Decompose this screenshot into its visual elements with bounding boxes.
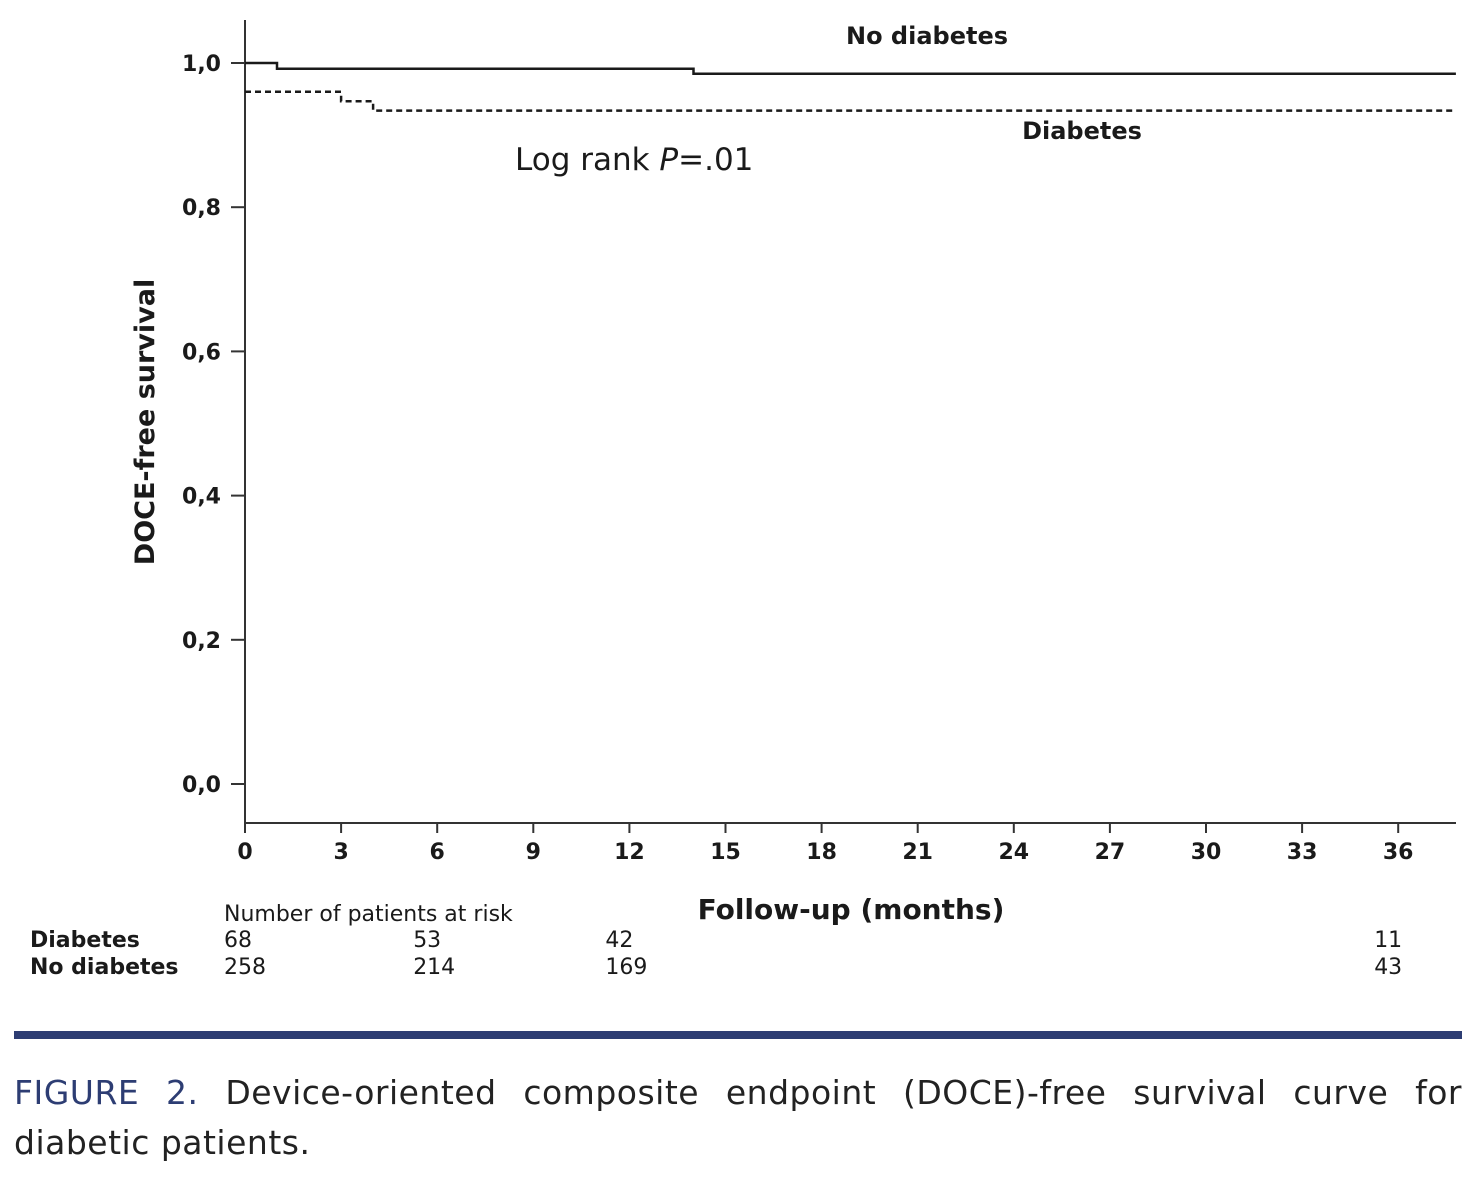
x-tick-label: 0 (237, 840, 252, 865)
chart-series (245, 61, 1456, 112)
series-line-diabetes (245, 90, 1456, 112)
y-tick-label: 0,8 (182, 196, 221, 221)
p-symbol: P (659, 142, 678, 178)
x-tick-label: 33 (1287, 840, 1318, 865)
y-tick-label: 0,2 (182, 629, 221, 654)
risk-cell: 68 (224, 928, 252, 953)
risk-cell: 42 (605, 928, 634, 953)
risk-cell: 11 (1374, 928, 1403, 953)
risk-cell: 169 (605, 955, 648, 980)
x-tick-label: 36 (1383, 840, 1414, 865)
x-tick-label: 3 (333, 840, 348, 865)
risk-row-label: No diabetes (30, 955, 179, 980)
risk-cell: 43 (1374, 955, 1403, 980)
x-tick-label: 30 (1191, 840, 1222, 865)
x-axis-label: Follow-up (months) (698, 893, 1005, 926)
x-tick-label: 9 (526, 840, 541, 865)
log-rank-annotation: Log rank P=.01 (515, 142, 753, 178)
x-tick-label: 12 (614, 840, 645, 865)
risk-cell: 53 (413, 928, 442, 953)
x-tick-label: 27 (1095, 840, 1126, 865)
risk-cell: 258 (224, 955, 266, 980)
chart-axes: 0,00,20,40,60,81,00 3 6 9 12 15 18 21 24 27 30 33 36 (182, 20, 1456, 865)
y-tick-label: 0,0 (182, 773, 221, 798)
y-tick-label: 1,0 (182, 52, 221, 77)
risk-cell: 214 (413, 955, 456, 980)
y-axis-label: DOCE-free survival (130, 279, 161, 565)
caption-separator (14, 1031, 1462, 1039)
series-label-diabetes: Diabetes (1022, 117, 1142, 145)
chart-labels: DOCE-free survival Follow-up (months) No d… (130, 22, 1142, 926)
y-tick-label: 0,4 (182, 485, 221, 510)
figure-caption-text: Device-oriented composite endpoint (DOCE… (14, 1073, 1462, 1162)
risk-table-title: Number of patients at risk (224, 902, 513, 927)
y-tick-label: 0,6 (182, 340, 221, 365)
series-label-no-diabetes: No diabetes (846, 22, 1008, 50)
x-tick-label: 24 (998, 840, 1029, 865)
survival-chart: 0,00,20,40,60,81,00 3 6 9 12 15 18 21 24 27 30 33 36… (130, 20, 1456, 926)
p-value: =.01 (678, 142, 753, 178)
log-rank-text: Log rank (515, 142, 659, 178)
x-tick-label: 21 (902, 840, 933, 865)
figure-caption: FIGURE 2. Device-oriented composite endp… (14, 1068, 1462, 1168)
x-tick-label: 18 (806, 840, 837, 865)
risk-row-label: Diabetes (30, 928, 140, 953)
x-tick-label: 15 (710, 840, 741, 865)
x-tick-label: 6 (430, 840, 445, 865)
series-line-no-diabetes (245, 61, 1456, 76)
figure-label: FIGURE 2. (14, 1073, 199, 1112)
